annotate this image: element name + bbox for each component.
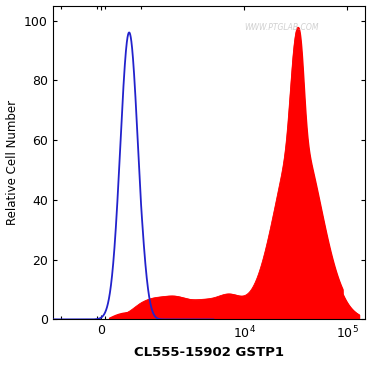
- X-axis label: CL555-15902 GSTP1: CL555-15902 GSTP1: [134, 346, 284, 360]
- Y-axis label: Relative Cell Number: Relative Cell Number: [6, 100, 19, 225]
- Text: WWW.PTGLAB.COM: WWW.PTGLAB.COM: [244, 23, 318, 32]
